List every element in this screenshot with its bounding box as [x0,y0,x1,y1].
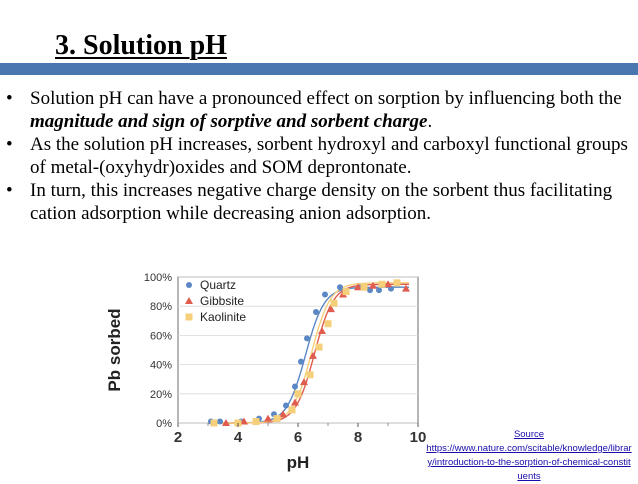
x-tick-label: 6 [294,429,302,446]
x-tick-label: 2 [174,429,182,446]
x-tick-label: 8 [354,429,362,446]
gibbsite-data-point [327,305,335,313]
legend-marker-quartz [186,282,192,288]
kaolinite-data-point [210,419,218,427]
kaolinite-data-point [342,288,350,296]
kaolinite-data-point [378,280,386,288]
source-citation: Source https://www.nature.com/scitable/k… [426,428,632,484]
bullet-text-part: Solution pH can have a pronounced effect… [30,88,622,109]
kaolinite-data-point [330,299,338,307]
legend-label-gibbsite: Gibbsite [200,294,244,308]
legend-marker-kaolinite [185,313,193,321]
quartz-data-point [298,358,304,365]
gibbsite-data-point [354,283,362,291]
kaolinite-data-point [273,415,281,423]
legend-label-kaolinite: Kaolinite [200,310,246,324]
kaolinite-data-point [288,406,296,414]
gibbsite-data-point [222,419,230,426]
title-divider-bar [0,63,638,75]
kaolinite-data-point [393,279,401,287]
gibbsite-data-point [369,281,377,289]
bullet-text: In turn, this increases negative charge … [30,180,613,224]
slide-title: 3. Solution pH [55,30,227,62]
title-text: Solution pH [76,30,227,61]
bullet-text: As the solution pH increases, sorbent hy… [30,134,628,178]
y-tick-label: 40% [150,360,172,372]
quartz-data-point [292,383,298,390]
quartz-data-point [304,335,310,342]
quartz-data-point [313,309,319,316]
y-tick-label: 20% [150,389,172,401]
legend-marker-gibbsite [185,297,193,304]
y-tick-label: 80% [150,301,172,313]
kaolinite-data-point [360,283,368,291]
gibbsite-data-point [384,280,392,288]
plot-area [177,276,419,424]
gibbsite-data-point [279,410,287,418]
bullet-list: • Solution pH can have a pronounced effe… [6,87,632,225]
x-axis-label: pH [287,453,310,472]
source-url-link[interactable]: https://www.nature.com/scitable/knowledg… [426,443,632,482]
kaolinite-data-point [306,371,314,379]
y-axis-label: Pb sorbed [105,308,124,391]
gibbsite-data-point [240,417,248,425]
y-tick-label: 60% [150,330,172,342]
bullet-emphasis: magnitude and sign of sorptive and sorbe… [30,111,428,132]
bullet-marker: • [6,180,13,201]
kaolinite-data-point [315,343,323,351]
source-label[interactable]: Source [513,429,545,440]
pb-sorption-chart: 0% 20% 40% 60% 80% 100% 2 4 6 8 10 Pb sorbed pH Qu… [105,272,427,472]
bullet-item: • As the solution pH increases, sorbent … [6,133,632,179]
chart-legend: Quartz Gibbsite Kaolinite [185,278,246,324]
kaolinite-data-point [324,320,332,328]
y-tick-label: 0% [156,418,172,430]
x-tick-label: 4 [234,429,243,446]
bullet-item: • Solution pH can have a pronounced effe… [6,87,632,133]
bullet-marker: • [6,88,13,109]
kaolinite-data-point [294,390,302,398]
gibbsite-data-point [291,398,299,406]
gibbsite-data-point [264,414,272,422]
x-tick-label: 10 [410,429,427,446]
title-number: 3. [55,30,76,61]
bullet-text-part: . [427,111,433,132]
quartz-data-point [376,287,382,294]
gibbsite-data-point [402,284,410,292]
quartz-data-point [217,418,223,425]
bullet-item: • In turn, this increases negative charg… [6,179,632,225]
legend-label-quartz: Quartz [200,278,236,292]
gibbsite-data-point [318,327,326,335]
kaolinite-data-point [252,418,260,426]
quartz-data-point [283,402,289,409]
gibbsite-data-point [309,351,317,359]
quartz-data-point [337,284,343,291]
bullet-marker: • [6,134,13,155]
gibbsite-data-point [300,378,308,386]
y-tick-label: 100% [144,272,172,284]
quartz-data-point [322,291,328,298]
